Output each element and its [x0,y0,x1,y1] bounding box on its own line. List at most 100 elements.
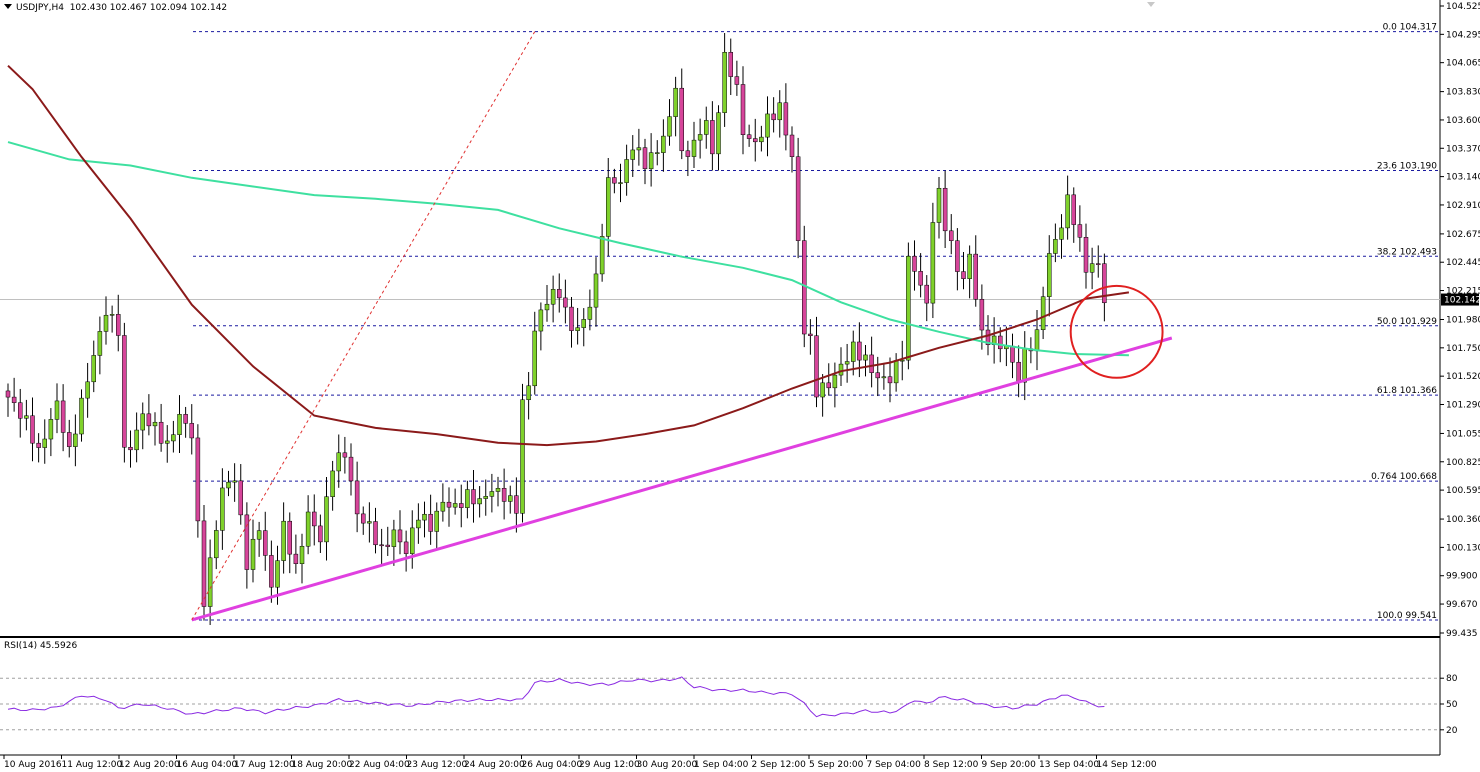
bull-candle [624,159,629,183]
bear-candle [875,372,880,379]
bull-candle [851,341,856,362]
bull-candle [704,120,709,135]
bull-candle [599,236,605,275]
bear-candle [912,255,917,272]
time-tick-label: 30 Aug 20:00 [637,760,698,770]
bear-candle [403,541,409,554]
overlays [7,31,1173,622]
fibonacci-levels: 0.0 104.317 23.6 103.190 38.2 102.493 50.0 … [0,23,1440,621]
time-tick-label: 2 Sep 12:00 [752,760,807,770]
price-tick-label: 104.295 [1446,30,1480,40]
time-tick-label: 12 Aug 20:00 [119,760,180,770]
bull-candle [214,530,219,559]
bear-candle [354,480,360,515]
bull-candle [91,355,96,383]
bear-candle [501,488,507,502]
bull-candle [673,87,678,117]
bear-candle [428,513,433,532]
bull-candle [171,434,176,442]
bull-candle [722,52,727,113]
bear-candle [5,390,11,398]
bear-candle [1083,237,1089,273]
bull-candle [606,177,611,237]
bull-candle [1034,329,1040,352]
bull-candle [1089,263,1095,273]
bull-candle [1022,348,1027,383]
bear-candle [60,400,66,433]
price-tick-label: 101.055 [1446,429,1480,439]
bear-candle [612,177,617,184]
bear-candle [361,513,366,524]
bear-candle [734,76,740,85]
bull-candle [367,521,372,524]
time-tick-label: 22 Aug 04:00 [349,760,410,770]
bull-candle [140,413,145,431]
bull-candle [967,253,972,279]
bull-candle [299,545,305,564]
bull-candle [906,255,911,361]
bear-candle [122,335,127,448]
bear-candle [826,382,831,389]
price-tick-label: 100.595 [1446,486,1480,496]
bear-candle [30,415,35,444]
bear-candle [1071,194,1076,225]
bear-candle [1077,224,1083,238]
moving-average-green-line [7,141,1129,357]
rsi-header: RSI(14) 45.5926 [4,641,77,651]
bear-candle [287,520,292,555]
fib-level-label: 61.8 101.366 [1377,386,1437,396]
rsi-level-label: 80 [1446,674,1458,684]
bear-candle [783,102,789,136]
bear-candle [985,329,991,345]
bear-candle [244,514,250,570]
price-tick-label: 101.290 [1446,400,1480,410]
bull-candle [79,397,84,435]
bull-candle [667,116,672,137]
time-tick-label: 8 Sep 12:00 [924,760,979,770]
bull-candle [900,359,905,362]
dropdown-triangle-icon[interactable] [4,4,12,9]
scroll-marker-icon [1147,2,1155,7]
price-tick-label: 104.065 [1446,59,1480,69]
bear-candle [771,113,776,121]
price-tick-label: 102.445 [1446,258,1480,268]
bull-candle [134,429,139,451]
price-tick-label: 101.750 [1446,344,1480,354]
bull-candle [832,374,838,389]
bull-candle [526,385,531,401]
bear-candle [746,134,752,139]
bear-candle [67,432,72,447]
bear-candle [918,271,923,286]
bull-candle [109,314,115,316]
bull-candle [587,306,593,320]
gridlines [0,0,1441,756]
bull-candle [655,152,660,154]
bull-candle [24,415,29,419]
bull-candle [73,433,78,447]
bull-candle [538,309,544,332]
price-tick-label: 103.600 [1446,116,1480,126]
bear-candle [1010,345,1015,363]
bull-candle [42,438,47,448]
bull-candle [930,222,936,304]
bear-candle [342,452,348,458]
price-tick-label: 101.980 [1446,316,1480,326]
bear-candle [955,240,960,272]
time-tick-label: 11 Aug 12:00 [62,760,123,770]
bull-candle [716,112,721,155]
rsi-level-label: 50 [1446,700,1458,710]
bull-candle [1059,227,1064,240]
bear-candle [263,530,268,556]
bear-candle [563,297,568,308]
bear-candle [318,525,323,543]
price-tick-label: 101.520 [1446,372,1480,382]
bull-candle [550,289,556,305]
bear-candle [348,456,354,482]
bull-candle [648,152,654,170]
bear-candle [183,414,188,424]
rsi-label: RSI(14) 45.5926 [4,641,78,651]
bear-candle [195,437,201,522]
price-tick-label: 102.215 [1446,287,1480,297]
candles [5,33,1107,626]
